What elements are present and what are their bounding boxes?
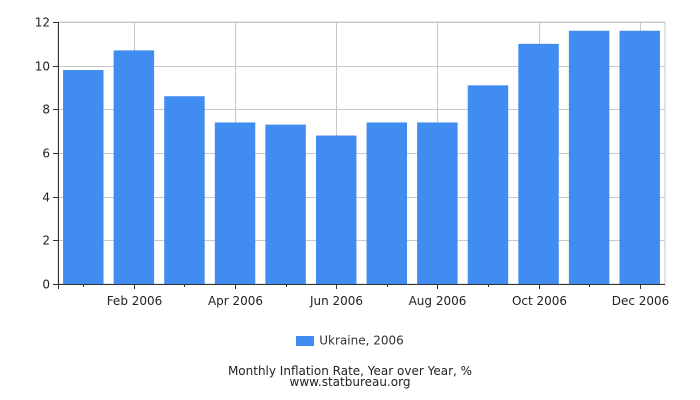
bar xyxy=(518,43,559,285)
source-link[interactable]: www.statbureau.org xyxy=(289,375,411,389)
bar xyxy=(467,85,509,284)
bar xyxy=(417,122,458,284)
bar xyxy=(315,135,357,284)
y-tick-label: 8 xyxy=(42,103,50,117)
legend-swatch xyxy=(296,335,315,346)
chart-caption: Monthly Inflation Rate, Year over Year, … xyxy=(227,364,473,378)
y-tick-label: 10 xyxy=(35,60,50,74)
bar xyxy=(214,122,256,284)
x-tick-label: Jun 2006 xyxy=(309,294,363,308)
bar xyxy=(619,30,660,284)
bar xyxy=(164,96,205,284)
x-tick-label: Dec 2006 xyxy=(612,294,670,308)
bar xyxy=(366,122,408,284)
bar xyxy=(265,124,306,284)
bar xyxy=(113,50,155,285)
x-tick-label: Feb 2006 xyxy=(107,294,163,308)
legend-label: Ukraine, 2006 xyxy=(319,333,404,348)
y-tick-label: 12 xyxy=(35,16,50,30)
bar xyxy=(568,30,610,284)
legend: Ukraine, 2006 xyxy=(0,333,700,348)
y-tick-label: 4 xyxy=(42,191,50,205)
x-tick-label: Oct 2006 xyxy=(512,294,567,308)
x-tick-label: Apr 2006 xyxy=(208,294,263,308)
y-tick-label: 6 xyxy=(42,147,50,161)
bar xyxy=(63,70,104,285)
y-tick-label: 2 xyxy=(42,234,50,248)
y-tick-label: 0 xyxy=(42,278,50,292)
x-tick-label: Aug 2006 xyxy=(409,294,467,308)
